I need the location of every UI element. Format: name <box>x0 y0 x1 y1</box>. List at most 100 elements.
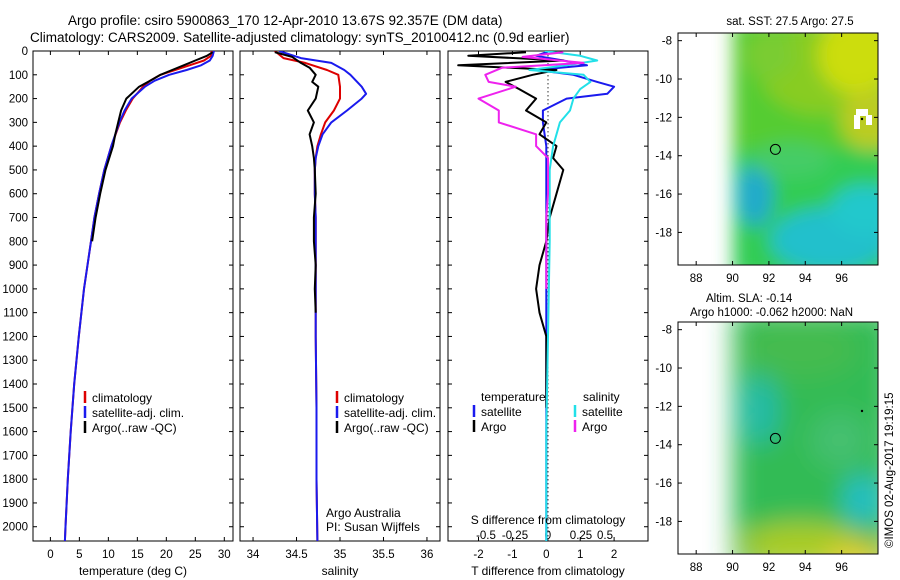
depth-tick-label: 1200 <box>2 331 28 343</box>
temperature-tick-label: 20 <box>160 549 173 561</box>
latitude-tick-label: -10 <box>655 363 672 375</box>
missing-data-patch <box>854 115 860 129</box>
depth-tick-label: 300 <box>9 117 28 129</box>
series-argo-raw-qc--line <box>274 51 320 313</box>
temperature-tick-label: 10 <box>102 549 115 561</box>
temperature-tick-label: 25 <box>189 549 202 561</box>
salinity-axis-label: salinity <box>322 564 359 578</box>
sla-field <box>733 322 878 554</box>
difference-tick-label: 0 <box>543 549 549 561</box>
legend-argo-label: Argo(..raw -QC) <box>92 421 177 435</box>
longitude-tick-label: 90 <box>726 562 739 574</box>
latitude-tick-label: -8 <box>662 36 672 48</box>
missing-data-patch <box>866 115 872 125</box>
s-difference-axis-label: S difference from climatology <box>471 513 626 527</box>
depth-tick-label: 1400 <box>2 379 28 391</box>
depth-tick-label: 200 <box>9 94 28 106</box>
difference-legend: temperature salinity satellite Argo sate… <box>472 390 623 434</box>
depth-tick-label: 800 <box>9 236 28 248</box>
depth-tick-label: 1100 <box>3 308 28 320</box>
difference-tick-label: -2 <box>473 549 483 561</box>
longitude-tick-label: 96 <box>835 273 848 285</box>
sst-field <box>733 33 878 265</box>
salinity-tick-label: 34.5 <box>285 549 307 561</box>
depth-tick-label: 2000 <box>2 522 28 534</box>
latitude-tick-label: -12 <box>655 401 672 413</box>
s-difference-tick-label: 0 <box>545 530 551 542</box>
s-difference-tick-label: -0.5 <box>476 530 496 542</box>
latitude-tick-label: -14 <box>655 151 672 163</box>
argo-location-marker <box>769 432 781 444</box>
difference-panel: -2 -1 0 1 2 -0.5 -0.25 0 0.25 0.5 S difference fr… <box>447 50 649 578</box>
difference-tick-label: 1 <box>577 549 583 561</box>
temperature-legend: climatology satellite-adj. clim. Argo(..… <box>83 391 184 435</box>
salinity-tick-label: 34 <box>247 549 260 561</box>
sla-map-title-line1: Altim. SLA: -0.14 <box>706 293 793 305</box>
longitude-tick-label: 94 <box>799 562 812 574</box>
longitude-tick-label: 88 <box>690 273 703 285</box>
temperature-tick-label: 30 <box>218 549 231 561</box>
latitude-tick-label: -14 <box>655 440 672 452</box>
difference-tick-label: 2 <box>611 549 617 561</box>
depth-tick-label: 1500 <box>2 403 28 415</box>
argo-location-marker <box>769 143 781 155</box>
depth-tick-label: 900 <box>9 260 28 272</box>
depth-tick-label: 400 <box>9 141 28 153</box>
series-satellite-adj-clim--line <box>63 51 215 541</box>
salinity-tick-label: 36 <box>421 549 434 561</box>
legend-salinity-header: salinity <box>583 390 620 404</box>
temperature-axis-label: temperature (deg C) <box>79 564 187 578</box>
depth-tick-label: 600 <box>9 189 28 201</box>
longitude-tick-label: 92 <box>763 273 776 285</box>
legend-t-satellite-label: satellite <box>481 405 522 419</box>
salinity-panel: 34 34.5 35 35.5 36 salinity climatology sate… <box>239 50 441 578</box>
latitude-tick-label: -8 <box>662 325 672 337</box>
salinity-tick-label: 35.5 <box>372 549 394 561</box>
float-dot <box>860 409 864 413</box>
legend-s-satellite-label: satellite <box>582 405 623 419</box>
imos-timestamp: ©IMOS 02-Aug-2017 19:19:15 <box>884 392 896 548</box>
series-argo-raw-qc--line <box>91 51 214 242</box>
legend-satellite-label: satellite-adj. clim. <box>92 406 184 420</box>
depth-tick-label: 0 <box>22 46 28 58</box>
latitude-tick-label: -16 <box>655 478 672 490</box>
depth-tick-label: 1900 <box>2 498 28 510</box>
s-difference-tick-label: 0.25 <box>570 530 592 542</box>
depth-tick-label: 500 <box>9 165 28 177</box>
temperature-tick-label: 0 <box>47 549 53 561</box>
latitude-tick-label: -16 <box>655 189 672 201</box>
temperature-axis-ticks: 0 5 10 15 20 25 30 <box>47 51 231 561</box>
depth-tick-label: 1300 <box>2 355 28 367</box>
salinity-legend: climatology satellite-adj. clim. Argo(..… <box>335 391 436 435</box>
sst-map-title: sat. SST: 27.5 Argo: 27.5 <box>726 16 853 28</box>
latitude-tick-label: -18 <box>655 227 672 239</box>
temperature-tick-label: 5 <box>76 549 82 561</box>
temperature-tick-label: 15 <box>131 549 144 561</box>
legend-climatology-label: climatology <box>92 391 152 405</box>
difference-axis-ticks: -2 -1 0 1 2 -0.5 -0.25 0 0.25 0.5 <box>473 51 617 561</box>
depth-axis-ticks: 0 100 200 300 400 500 600 700 800 900 1000 1100 1200… <box>2 46 233 534</box>
longitude-tick-label: 94 <box>799 273 812 285</box>
sla-map-title-line2: Argo h1000: -0.062 h2000: NaN <box>690 307 853 319</box>
latitude-tick-label: -10 <box>655 74 672 86</box>
s-difference-tick-label: 0.5 <box>597 530 613 542</box>
t-difference-axis-label: T difference from climatology <box>471 564 625 578</box>
depth-tick-label: 1800 <box>2 474 28 486</box>
sla-map: Altim. SLA: -0.14 Argo h1000: -0.062 h20… <box>655 293 879 574</box>
salinity-tick-label: 35 <box>334 549 347 561</box>
depth-tick-label: 1700 <box>2 450 28 462</box>
legend-argo-label: Argo(..raw -QC) <box>344 421 429 435</box>
float-dot <box>860 117 864 121</box>
depth-tick-label: 700 <box>9 213 28 225</box>
missing-data-patch <box>856 109 868 116</box>
legend-climatology-label: climatology <box>344 391 404 405</box>
legend-temperature-header: temperature <box>481 390 546 404</box>
series-argo-line <box>477 51 585 289</box>
latitude-tick-label: -18 <box>655 516 672 528</box>
legend-t-argo-label: Argo <box>481 420 507 434</box>
longitude-tick-label: 92 <box>763 562 776 574</box>
depth-tick-label: 1600 <box>2 427 28 439</box>
latitude-tick-label: -12 <box>655 112 672 124</box>
sst-map: sat. SST: 27.5 Argo: 27.5 88 90 92 94 96 -8 -1… <box>655 16 879 285</box>
